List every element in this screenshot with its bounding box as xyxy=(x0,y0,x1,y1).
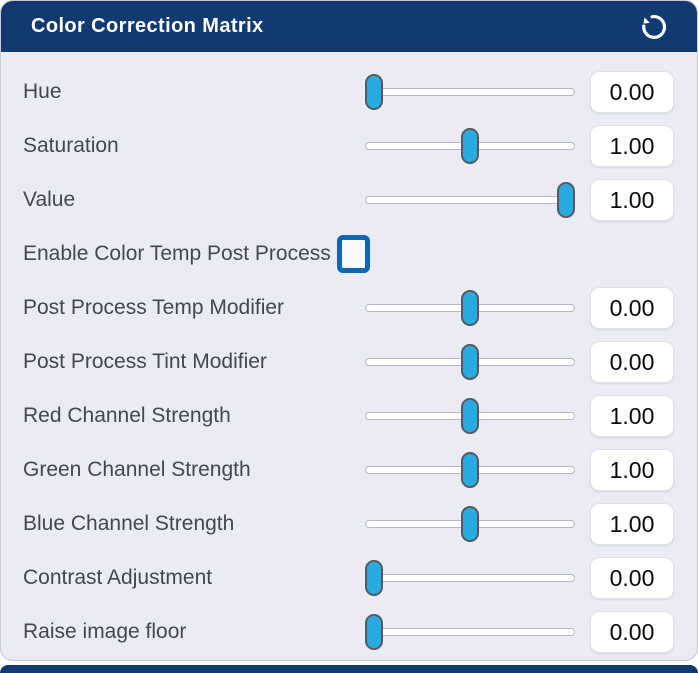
row-raise-floor: Raise image floor 0.00 xyxy=(1,605,697,659)
value-slider-track[interactable] xyxy=(365,196,575,204)
panel-title: Color Correction Matrix xyxy=(31,15,264,37)
pp-tint-modifier-label: Post Process Tint Modifier xyxy=(23,350,267,373)
blue-channel-slider[interactable] xyxy=(365,505,575,543)
row-value: Value 1.00 xyxy=(1,173,697,227)
contrast-label: Contrast Adjustment xyxy=(23,566,213,589)
row-pp-tint-modifier: Post Process Tint Modifier 0.00 xyxy=(1,335,697,389)
contrast-slider[interactable] xyxy=(365,559,575,597)
row-blue-channel: Blue Channel Strength 1.00 xyxy=(1,497,697,551)
hue-slider[interactable] xyxy=(365,73,575,111)
saturation-value-field[interactable]: 1.00 xyxy=(590,125,674,167)
value-slider-thumb[interactable] xyxy=(557,182,575,218)
hue-value-field[interactable]: 0.00 xyxy=(590,71,674,113)
pp-temp-modifier-slider[interactable] xyxy=(365,289,575,327)
row-pp-temp-modifier: Post Process Temp Modifier 0.00 xyxy=(1,281,697,335)
blue-channel-slider-thumb[interactable] xyxy=(461,506,479,542)
blue-channel-value-field[interactable]: 1.00 xyxy=(590,503,674,545)
row-red-channel: Red Channel Strength 1.00 xyxy=(1,389,697,443)
contrast-slider-track[interactable] xyxy=(365,574,575,582)
controls-list: Hue 0.00 Saturation 1.00 Value xyxy=(1,52,697,659)
enable-color-temp-checkbox[interactable] xyxy=(336,235,370,273)
row-enable-color-temp: Enable Color Temp Post Process xyxy=(1,227,697,281)
next-panel-header-edge[interactable] xyxy=(0,665,698,673)
pp-tint-modifier-slider-thumb[interactable] xyxy=(461,344,479,380)
row-green-channel: Green Channel Strength 1.00 xyxy=(1,443,697,497)
contrast-slider-thumb[interactable] xyxy=(365,560,383,596)
value-label: Value xyxy=(23,188,76,211)
row-hue: Hue 0.00 xyxy=(1,65,697,119)
hue-slider-track[interactable] xyxy=(365,88,575,96)
green-channel-label: Green Channel Strength xyxy=(23,458,251,481)
pp-temp-modifier-slider-thumb[interactable] xyxy=(461,290,479,326)
row-contrast: Contrast Adjustment 0.00 xyxy=(1,551,697,605)
contrast-value-field[interactable]: 0.00 xyxy=(590,557,674,599)
raise-floor-slider-track[interactable] xyxy=(365,628,575,636)
green-channel-slider[interactable] xyxy=(365,451,575,489)
enable-color-temp-label: Enable Color Temp Post Process xyxy=(23,242,331,265)
red-channel-value-field[interactable]: 1.00 xyxy=(590,395,674,437)
red-channel-slider[interactable] xyxy=(365,397,575,435)
reset-circular-arrow-icon xyxy=(636,10,670,44)
raise-floor-value-field[interactable]: 0.00 xyxy=(590,611,674,653)
hue-slider-thumb[interactable] xyxy=(365,74,383,110)
value-slider[interactable] xyxy=(365,181,575,219)
pp-tint-modifier-slider[interactable] xyxy=(365,343,575,381)
pp-temp-modifier-label: Post Process Temp Modifier xyxy=(23,296,285,319)
raise-floor-slider[interactable] xyxy=(365,613,575,651)
raise-floor-slider-thumb[interactable] xyxy=(365,614,383,650)
pp-tint-modifier-value-field[interactable]: 0.00 xyxy=(590,341,674,383)
green-channel-slider-thumb[interactable] xyxy=(461,452,479,488)
red-channel-slider-thumb[interactable] xyxy=(461,398,479,434)
pp-temp-modifier-value-field[interactable]: 0.00 xyxy=(590,287,674,329)
value-value-field[interactable]: 1.00 xyxy=(590,179,674,221)
raise-floor-label: Raise image floor xyxy=(23,620,187,643)
saturation-label: Saturation xyxy=(23,134,119,157)
saturation-slider-thumb[interactable] xyxy=(461,128,479,164)
row-saturation: Saturation 1.00 xyxy=(1,119,697,173)
saturation-slider[interactable] xyxy=(365,127,575,165)
hue-label: Hue xyxy=(23,80,62,103)
green-channel-value-field[interactable]: 1.00 xyxy=(590,449,674,491)
blue-channel-label: Blue Channel Strength xyxy=(23,512,235,535)
reset-button[interactable] xyxy=(635,9,671,45)
panel-header: Color Correction Matrix xyxy=(1,1,697,52)
red-channel-label: Red Channel Strength xyxy=(23,404,231,427)
